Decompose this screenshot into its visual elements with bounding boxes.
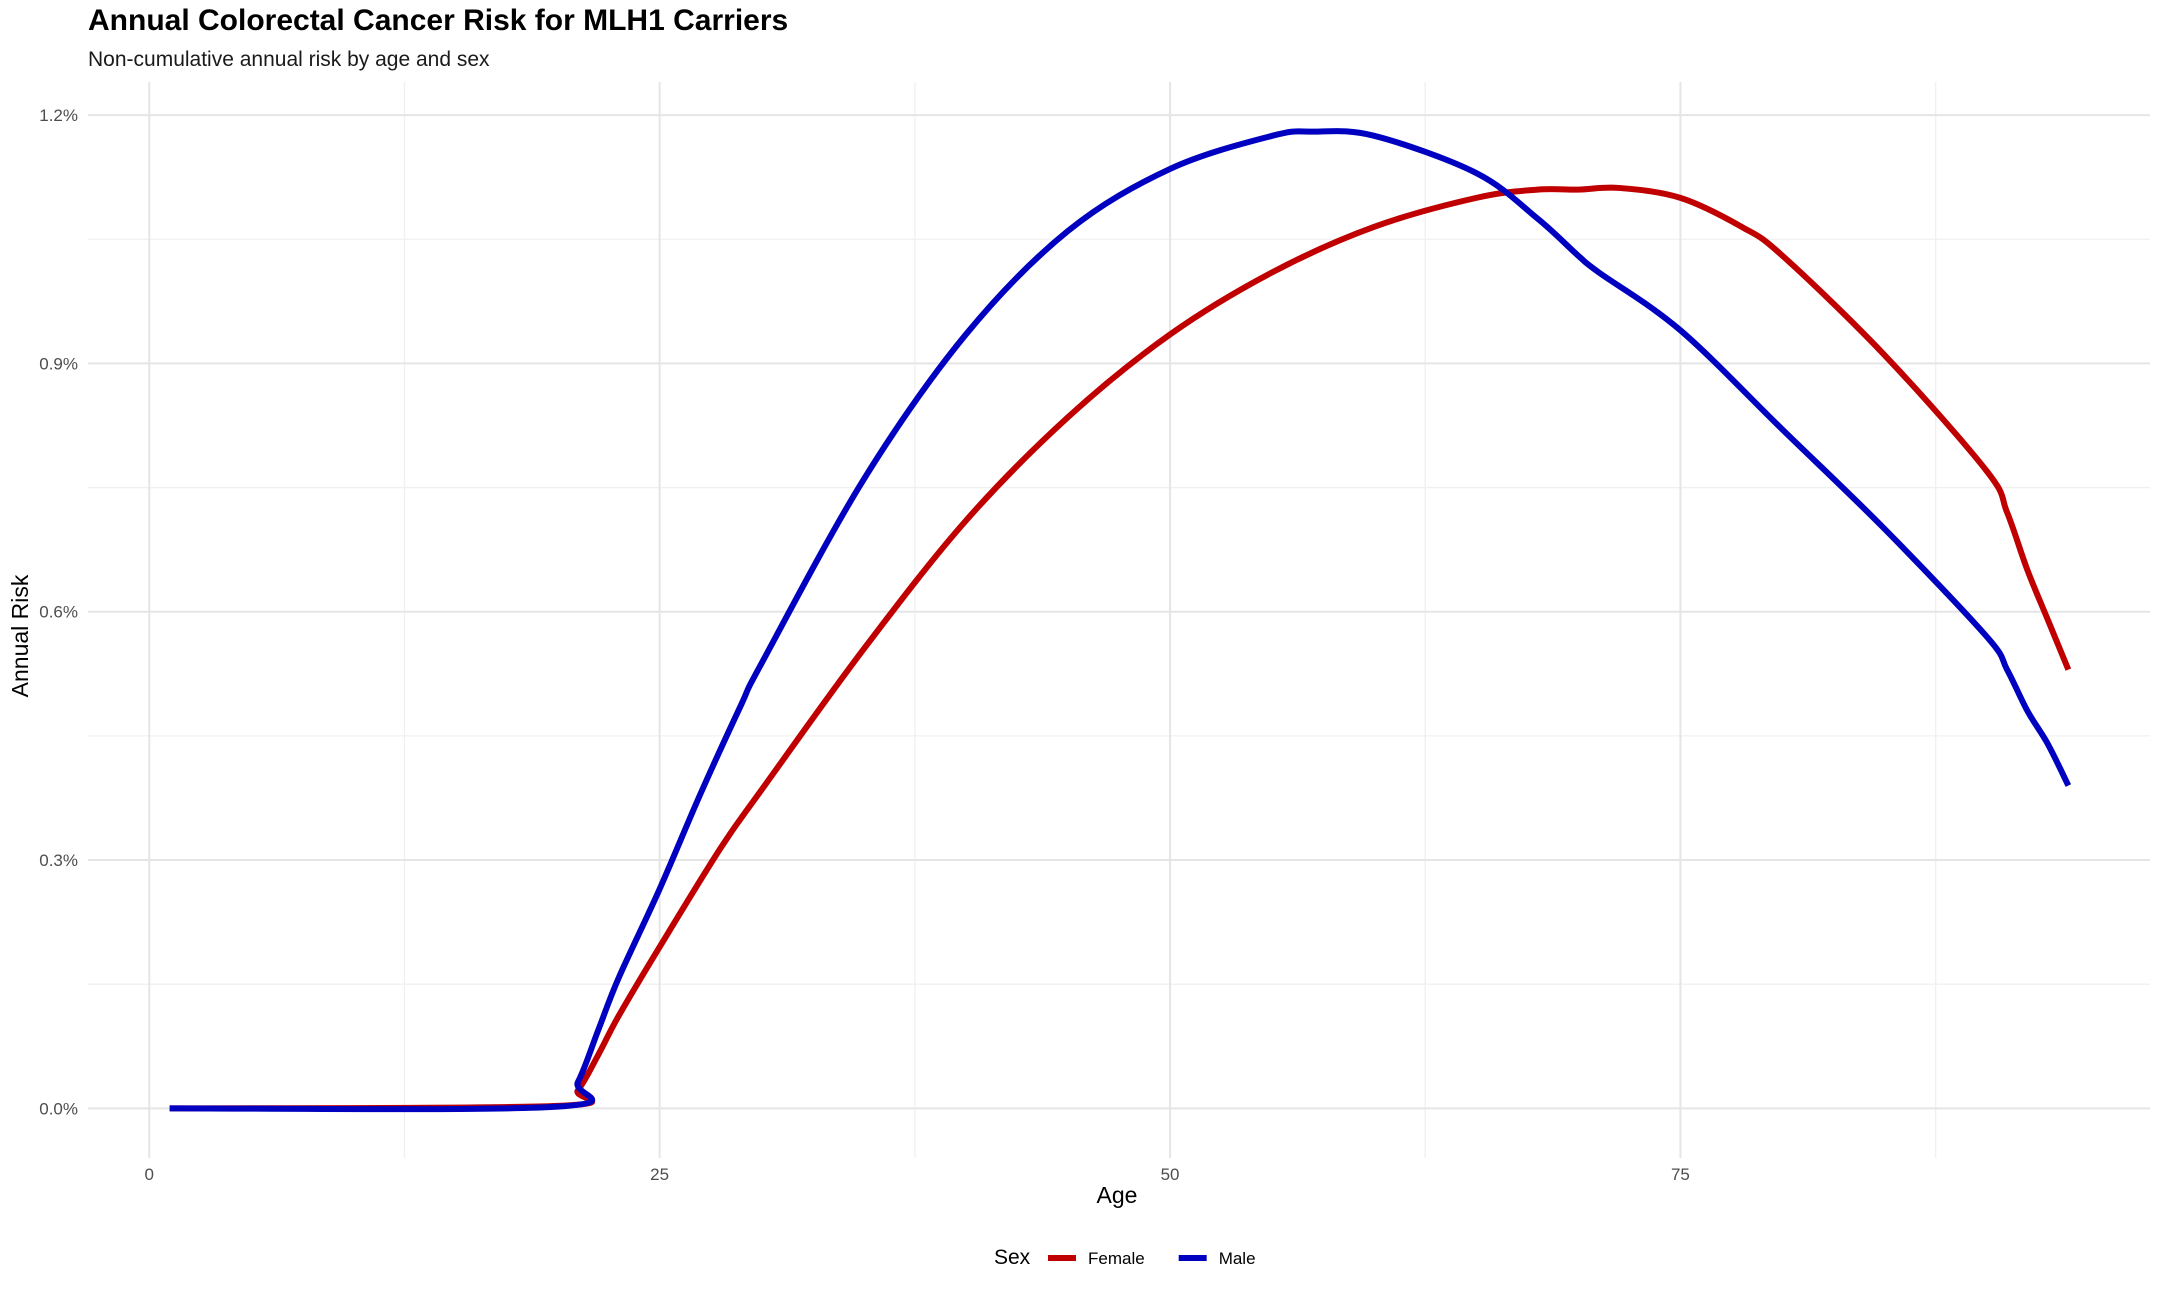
chart-title: Annual Colorectal Cancer Risk for MLH1 C… — [88, 4, 789, 37]
chart-subtitle: Non-cumulative annual risk by age and se… — [88, 48, 490, 71]
legend: Sex Female Male — [994, 1246, 1256, 1269]
x-tick-label: 0 — [145, 1165, 154, 1184]
x-tick-label: 50 — [1161, 1165, 1180, 1184]
series-line-male — [169, 128, 2072, 1113]
x-tick-label: 25 — [650, 1165, 669, 1184]
series-line-female — [169, 184, 2072, 1112]
y-axis-tick-labels: 0.0% 0.3% 0.6% 0.9% 1.2% — [39, 106, 78, 1118]
y-tick-label: 0.6% — [39, 603, 78, 622]
y-tick-label: 0.3% — [39, 851, 78, 870]
legend-title: Sex — [994, 1246, 1031, 1269]
y-tick-label: 0.0% — [39, 1099, 78, 1118]
x-axis-title: Age — [1097, 1182, 1138, 1208]
legend-label-female: Female — [1088, 1249, 1145, 1268]
y-axis-title: Annual Risk — [7, 574, 33, 697]
series-lines — [169, 128, 2072, 1113]
x-tick-label: 75 — [1671, 1165, 1690, 1184]
x-axis-tick-labels: 0 25 50 75 — [145, 1165, 1690, 1184]
y-tick-label: 1.2% — [39, 106, 78, 125]
major-gridlines — [88, 82, 2150, 1158]
minor-gridlines — [88, 82, 2150, 1158]
y-tick-label: 0.9% — [39, 354, 78, 373]
legend-label-male: Male — [1219, 1249, 1256, 1268]
